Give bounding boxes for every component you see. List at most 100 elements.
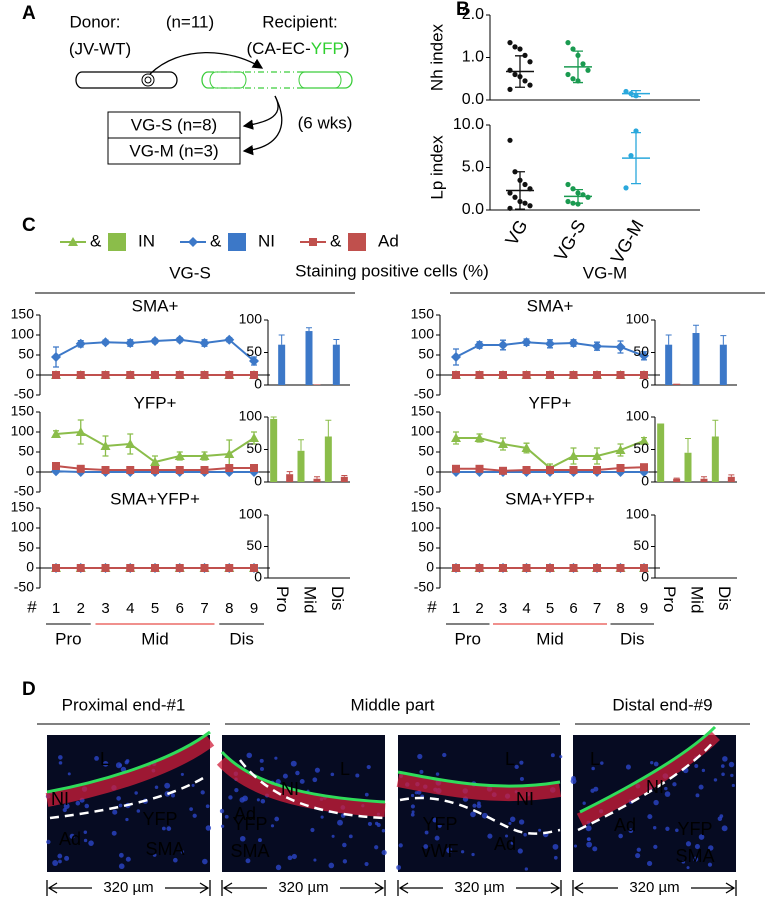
- dot: [565, 71, 571, 78]
- point: [569, 371, 578, 379]
- section-label: Mid: [536, 629, 563, 648]
- image-label: YFP: [677, 819, 712, 839]
- nucleus: [270, 824, 275, 828]
- nucleus: [337, 819, 343, 826]
- nucleus: [701, 768, 706, 773]
- nucleus: [224, 814, 229, 819]
- nucleus: [84, 803, 90, 809]
- nucleus: [299, 778, 305, 784]
- x-tick-label: Mid: [688, 586, 707, 613]
- y-tick-label: 0.0: [462, 201, 484, 218]
- sma-layer: [576, 729, 720, 827]
- y-tick-label: 0: [426, 366, 434, 382]
- point: [68, 237, 78, 246]
- nucleus: [88, 840, 94, 846]
- bar: [332, 344, 340, 385]
- point: [199, 338, 210, 348]
- legend-label: IN: [138, 231, 155, 250]
- nucleus: [246, 752, 253, 759]
- nucleus: [509, 816, 516, 822]
- recipient-vessel: [201, 71, 353, 89]
- nucleus: [628, 828, 634, 834]
- nucleus: [219, 808, 225, 814]
- y-tick-label: 5.0: [462, 159, 484, 176]
- point: [100, 441, 111, 450]
- nucleus: [364, 792, 369, 797]
- nucleus: [331, 834, 335, 838]
- nucleus: [411, 810, 415, 814]
- nucleus: [161, 826, 166, 831]
- y-tick-label: -50: [414, 483, 434, 499]
- x-tick-label: 8: [616, 600, 624, 617]
- point: [616, 564, 625, 572]
- nucleus: [83, 838, 88, 843]
- error-bar: [298, 439, 304, 451]
- nucleus: [437, 823, 442, 828]
- nucleus: [559, 755, 563, 759]
- x-tick-label: 8: [225, 600, 233, 617]
- legend-label: NI: [258, 231, 275, 250]
- point: [200, 564, 209, 572]
- y-tick-label: 0: [641, 569, 649, 585]
- dot: [507, 137, 513, 143]
- point: [451, 433, 461, 442]
- x-tick-label: 6: [176, 600, 184, 617]
- graft-site: [208, 71, 300, 89]
- chart-title: YFP+: [134, 393, 177, 412]
- section-label: Dis: [229, 629, 254, 648]
- nucleus: [695, 793, 700, 798]
- nucleus: [374, 845, 379, 850]
- vessel-segment: [209, 71, 247, 89]
- scale-bar: [221, 880, 386, 896]
- error-bar: [325, 419, 332, 437]
- nucleus: [585, 825, 592, 832]
- image-label: Ad: [234, 804, 256, 824]
- section-label: Pro: [455, 629, 481, 648]
- y-tick-label: -50: [414, 386, 434, 402]
- nucleus: [514, 764, 519, 770]
- image-label: Ad: [494, 834, 516, 854]
- point: [174, 451, 185, 460]
- nucleus: [242, 795, 248, 802]
- nucleus: [552, 843, 559, 850]
- point: [101, 564, 110, 572]
- point: [615, 342, 626, 352]
- point: [175, 371, 184, 379]
- y-tick-label: 150: [11, 499, 35, 515]
- error-bar: [673, 477, 680, 479]
- nucleus: [164, 782, 171, 789]
- nucleus: [239, 835, 246, 842]
- scale-label: 320 µm: [103, 879, 153, 896]
- nucleus: [419, 769, 424, 774]
- strain-part: (CA-EC-: [247, 39, 311, 58]
- nucleus: [665, 826, 670, 831]
- image-label: SMA: [230, 841, 269, 861]
- point: [522, 371, 531, 379]
- image-label: YFP: [142, 809, 177, 829]
- y-axis-label: Lp index: [427, 135, 446, 200]
- nucleus: [396, 865, 402, 870]
- legend-label: Ad: [378, 231, 399, 250]
- dot: [623, 185, 629, 191]
- nucleus: [553, 855, 558, 860]
- bar: [297, 450, 305, 482]
- dot: [507, 190, 513, 196]
- group-label: VG-M (n=3): [129, 141, 218, 160]
- sma-layer: [45, 734, 215, 807]
- transplant-arrow: [149, 51, 264, 75]
- nucleus: [717, 816, 723, 822]
- nucleus: [75, 800, 81, 806]
- group-header: VG-M: [583, 263, 627, 282]
- y-tick-label: 2.0: [462, 6, 484, 23]
- image-label: YFP: [422, 814, 457, 834]
- section-label: Mid: [141, 629, 168, 648]
- y-tick-label: 50: [18, 443, 34, 459]
- point: [151, 564, 159, 572]
- nucleus: [152, 853, 157, 857]
- nucleus: [69, 833, 75, 839]
- nucleus: [472, 803, 477, 808]
- bar: [286, 474, 294, 482]
- error-bar: [515, 171, 525, 210]
- bar: [278, 344, 286, 385]
